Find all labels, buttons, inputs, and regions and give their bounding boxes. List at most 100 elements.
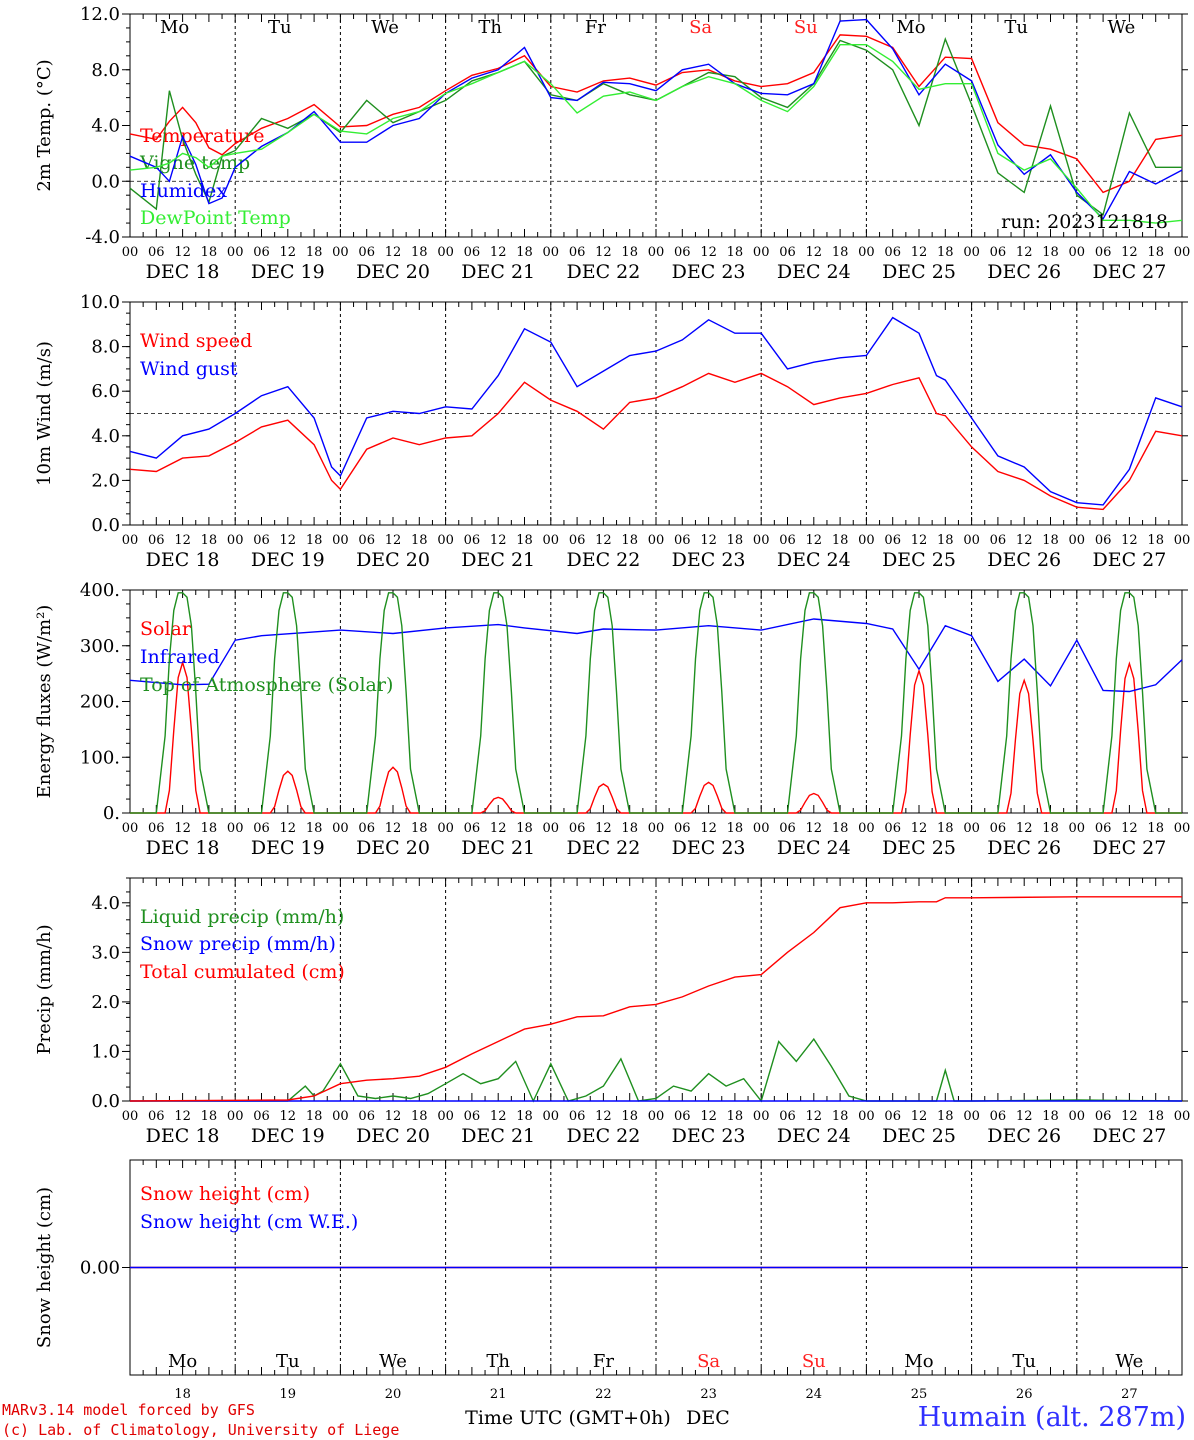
y-tick-label: 1.0 <box>91 1041 120 1062</box>
date-label: DEC 24 <box>777 549 851 571</box>
hour-tick-label: 06 <box>148 1109 165 1124</box>
hour-tick-label: 18 <box>411 1109 428 1124</box>
hour-tick-label: 18 <box>201 533 218 548</box>
y-tick-label: 10.0 <box>80 292 120 313</box>
hour-tick-label: 00 <box>543 821 560 836</box>
hour-tick-label: 12 <box>1121 821 1138 836</box>
hour-tick-label: 12 <box>700 245 717 260</box>
hour-tick-label: 00 <box>1069 533 1086 548</box>
hour-tick-label: 18 <box>516 1109 533 1124</box>
hour-tick-label: 00 <box>648 1109 665 1124</box>
hour-tick-label: 00 <box>227 245 244 260</box>
date-label: DEC 18 <box>146 837 220 859</box>
hour-tick-label: 06 <box>358 533 375 548</box>
hour-tick-label: 12 <box>1121 533 1138 548</box>
hour-tick-label: 18 <box>516 245 533 260</box>
series-line-vigne-temp <box>129 36 1182 216</box>
hour-tick-label: 18 <box>937 821 954 836</box>
hour-tick-label: 12 <box>700 533 717 548</box>
hour-tick-label: 06 <box>779 821 796 836</box>
panel-frame <box>129 589 1183 814</box>
hour-tick-label: 18 <box>832 821 849 836</box>
hour-tick-label: 06 <box>884 821 901 836</box>
day-number: 24 <box>806 1387 823 1402</box>
date-label: DEC 27 <box>1092 1125 1166 1147</box>
hour-tick-label: 06 <box>1095 245 1112 260</box>
hour-tick-label: 18 <box>937 1109 954 1124</box>
hour-tick-label: 12 <box>700 1109 717 1124</box>
hour-tick-label: 12 <box>806 245 823 260</box>
hour-tick-label: 12 <box>911 821 928 836</box>
hour-tick-label: 00 <box>227 533 244 548</box>
day-number: 22 <box>595 1387 612 1402</box>
hour-tick-label: 00 <box>332 821 349 836</box>
y-tick-label: 8.0 <box>91 337 120 358</box>
hour-tick-label: 12 <box>385 533 402 548</box>
hour-tick-label: 06 <box>1095 821 1112 836</box>
hour-tick-label: 00 <box>1069 1109 1086 1124</box>
date-label: DEC 25 <box>882 261 956 283</box>
day-name: Su <box>802 1351 826 1372</box>
hour-tick-label: 06 <box>148 821 165 836</box>
lab-credit: (c) Lab. of Climatology, University of L… <box>2 1421 400 1439</box>
date-label: DEC 19 <box>251 1125 325 1147</box>
hour-tick-label: 12 <box>490 821 507 836</box>
hour-tick-label: 06 <box>253 533 270 548</box>
hour-tick-label: 00 <box>858 245 875 260</box>
hour-tick-label: 06 <box>253 821 270 836</box>
y-tick-label: 4.0 <box>91 893 120 914</box>
hour-tick-label: 18 <box>832 245 849 260</box>
hour-tick-label: 06 <box>569 533 586 548</box>
hour-tick-label: 06 <box>779 1109 796 1124</box>
day-name: Mo <box>896 17 925 38</box>
hour-tick-label: 06 <box>674 1109 691 1124</box>
hour-tick-label: 00 <box>437 245 454 260</box>
run-label: run: 2023121818 <box>1001 211 1168 233</box>
hour-tick-label: 00 <box>858 1109 875 1124</box>
date-label: DEC 21 <box>461 549 535 571</box>
hour-tick-label: 06 <box>990 1109 1007 1124</box>
hour-tick-label: 06 <box>253 1109 270 1124</box>
legend-entry: Snow height (cm) <box>140 1183 310 1205</box>
hour-tick-label: 00 <box>122 245 139 260</box>
hour-tick-label: 12 <box>595 533 612 548</box>
hour-tick-label: 18 <box>1042 533 1059 548</box>
hour-tick-label: 18 <box>1042 1109 1059 1124</box>
y-tick-label: 6.0 <box>91 381 120 402</box>
hour-tick-label: 18 <box>832 1109 849 1124</box>
hour-tick-label: 00 <box>648 533 665 548</box>
day-number: 20 <box>385 1387 402 1402</box>
hour-tick-label: 00 <box>1069 245 1086 260</box>
y-tick-label: 3.0 <box>91 942 120 963</box>
day-name: We <box>1108 17 1136 38</box>
hour-tick-label: 18 <box>937 245 954 260</box>
date-label: DEC 18 <box>146 1125 220 1147</box>
date-label: DEC 23 <box>672 1125 746 1147</box>
x-axis-label: Time UTC (GMT+0h) <box>465 1407 671 1429</box>
series-line-total-cumulated-cm- <box>129 896 1182 1102</box>
hour-tick-label: 18 <box>727 245 744 260</box>
hour-tick-label: 06 <box>464 245 481 260</box>
date-label: DEC 23 <box>672 549 746 571</box>
hour-tick-label: 06 <box>884 1109 901 1124</box>
day-number: 21 <box>490 1387 507 1402</box>
hour-tick-label: 12 <box>806 821 823 836</box>
hour-tick-label: 00 <box>648 245 665 260</box>
hour-tick-label: 00 <box>332 533 349 548</box>
hour-tick-label: 00 <box>1174 533 1191 548</box>
hour-tick-label: 06 <box>1095 1109 1112 1124</box>
y-axis-label: Snow height (cm) <box>34 1187 55 1348</box>
hour-tick-label: 00 <box>753 245 770 260</box>
hour-tick-label: 00 <box>122 533 139 548</box>
legend-entry: Solar <box>140 618 192 640</box>
hour-tick-label: 12 <box>911 1109 928 1124</box>
date-label: DEC 19 <box>251 837 325 859</box>
y-axis-label: Energy fluxes (W/m²) <box>34 605 55 799</box>
hour-tick-label: 12 <box>490 1109 507 1124</box>
day-name: Tu <box>268 17 292 38</box>
hour-tick-label: 00 <box>437 1109 454 1124</box>
date-label: DEC 20 <box>356 1125 430 1147</box>
day-name: We <box>1116 1351 1144 1372</box>
hour-tick-label: 18 <box>516 533 533 548</box>
hour-tick-label: 00 <box>1174 1109 1191 1124</box>
